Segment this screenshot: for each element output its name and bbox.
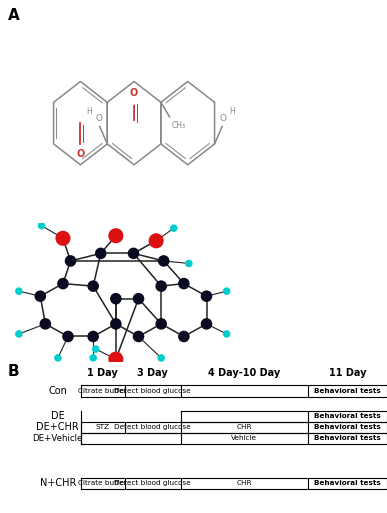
Text: B: B bbox=[8, 364, 19, 379]
Circle shape bbox=[15, 287, 23, 295]
Text: Citrate buffer: Citrate buffer bbox=[78, 480, 127, 486]
Circle shape bbox=[223, 330, 230, 338]
Circle shape bbox=[133, 331, 144, 342]
Circle shape bbox=[108, 228, 123, 243]
Circle shape bbox=[156, 280, 167, 292]
Text: N+CHR: N+CHR bbox=[39, 479, 76, 488]
Text: Behavioral tests: Behavioral tests bbox=[314, 480, 381, 486]
Text: Behavioral tests: Behavioral tests bbox=[314, 435, 381, 441]
Circle shape bbox=[201, 318, 212, 330]
Text: 3 Day: 3 Day bbox=[137, 367, 168, 378]
Circle shape bbox=[92, 345, 99, 353]
Circle shape bbox=[65, 255, 76, 267]
Circle shape bbox=[133, 293, 144, 305]
Text: Vehicle: Vehicle bbox=[231, 435, 257, 441]
Text: DE: DE bbox=[51, 411, 65, 421]
Text: Con: Con bbox=[48, 386, 67, 396]
Text: STZ: STZ bbox=[96, 424, 110, 430]
Circle shape bbox=[110, 318, 122, 330]
Circle shape bbox=[34, 290, 46, 302]
Circle shape bbox=[128, 248, 139, 259]
Circle shape bbox=[158, 255, 170, 267]
Circle shape bbox=[108, 351, 123, 367]
Text: 4 Day-10 Day: 4 Day-10 Day bbox=[208, 367, 281, 378]
Text: DE+CHR: DE+CHR bbox=[36, 422, 79, 432]
Circle shape bbox=[201, 290, 212, 302]
Text: CHR: CHR bbox=[236, 480, 252, 486]
Text: O: O bbox=[96, 114, 103, 123]
Text: O: O bbox=[130, 88, 138, 98]
Text: O: O bbox=[219, 114, 226, 123]
Text: O: O bbox=[76, 149, 84, 159]
Text: Detect blood glucose: Detect blood glucose bbox=[115, 424, 191, 430]
Text: DE+Vehicle: DE+Vehicle bbox=[33, 433, 83, 443]
Circle shape bbox=[57, 278, 69, 289]
Text: CHR: CHR bbox=[236, 424, 252, 430]
Circle shape bbox=[149, 233, 164, 248]
Circle shape bbox=[223, 287, 230, 295]
Circle shape bbox=[87, 280, 99, 292]
Text: Citrate buffer: Citrate buffer bbox=[78, 388, 127, 394]
Text: Detect blood glucose: Detect blood glucose bbox=[115, 480, 191, 486]
Circle shape bbox=[39, 318, 51, 330]
Circle shape bbox=[170, 224, 178, 232]
Circle shape bbox=[38, 222, 45, 229]
Text: 11 Day: 11 Day bbox=[329, 367, 366, 378]
Text: H: H bbox=[86, 107, 92, 116]
Circle shape bbox=[62, 331, 74, 342]
Text: CH₃: CH₃ bbox=[172, 122, 186, 130]
Circle shape bbox=[110, 293, 122, 305]
Circle shape bbox=[178, 331, 190, 342]
Text: Behavioral tests: Behavioral tests bbox=[314, 413, 381, 419]
Circle shape bbox=[55, 231, 70, 246]
Circle shape bbox=[87, 331, 99, 342]
Circle shape bbox=[156, 318, 167, 330]
Text: Behavioral tests: Behavioral tests bbox=[314, 388, 381, 394]
Text: H: H bbox=[229, 107, 235, 116]
Text: 1 Day: 1 Day bbox=[87, 367, 118, 378]
Circle shape bbox=[185, 260, 193, 267]
Circle shape bbox=[178, 278, 190, 289]
Text: A: A bbox=[8, 8, 19, 23]
Circle shape bbox=[54, 354, 62, 362]
Circle shape bbox=[89, 354, 97, 362]
Circle shape bbox=[95, 248, 106, 259]
Circle shape bbox=[15, 330, 23, 338]
Circle shape bbox=[158, 354, 165, 362]
Text: Detect blood glucose: Detect blood glucose bbox=[115, 388, 191, 394]
Text: Behavioral tests: Behavioral tests bbox=[314, 424, 381, 430]
